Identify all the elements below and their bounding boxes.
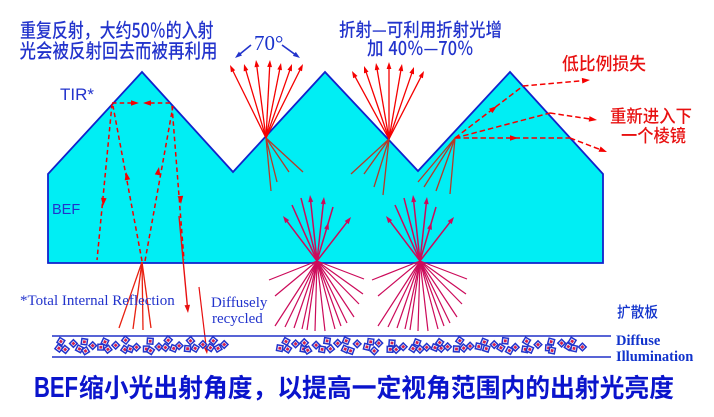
svg-text:Diffusely: Diffusely <box>211 295 268 311</box>
svg-text:BEF: BEF <box>52 202 80 218</box>
svg-text:70°: 70° <box>254 31 283 55</box>
svg-text:Diffuse: Diffuse <box>616 333 661 349</box>
svg-text:recycled: recycled <box>212 311 263 327</box>
svg-text:TIR*: TIR* <box>60 85 94 104</box>
svg-text:BEF: BEF <box>34 372 78 404</box>
svg-text:Illumination: Illumination <box>616 349 693 365</box>
svg-text:*Total Internal Reflection: *Total Internal Reflection <box>20 293 175 309</box>
